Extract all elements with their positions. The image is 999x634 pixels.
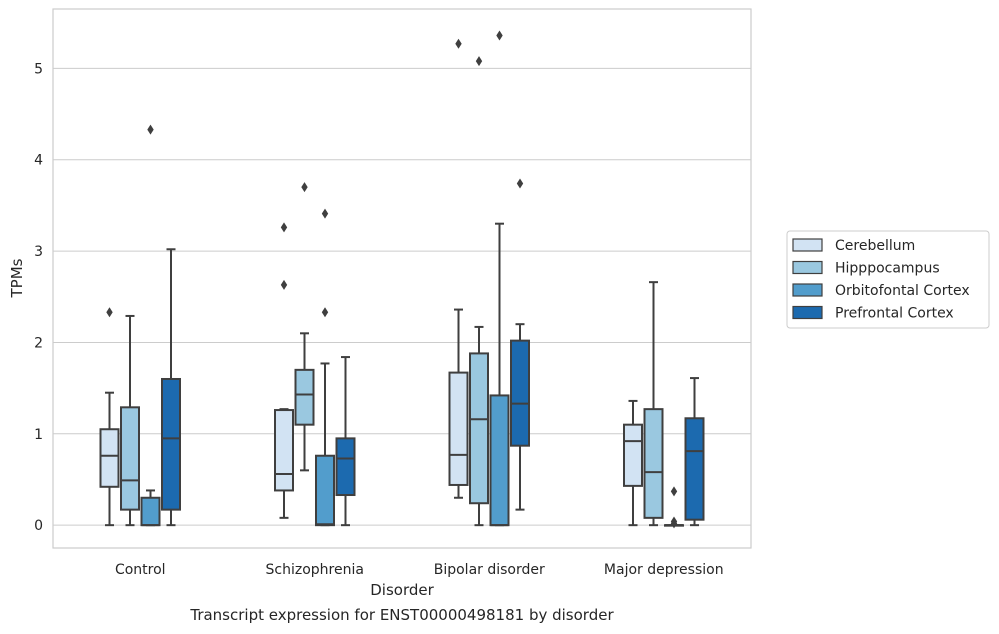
box-cerebellum <box>623 399 643 527</box>
x-tick-label: Schizophrenia <box>266 562 364 578</box>
outlier-point <box>321 208 329 219</box>
outlier-point <box>516 178 524 189</box>
y-tick-label: 5 <box>34 61 43 77</box>
outlier-point <box>321 307 329 318</box>
legend: Cerebellum Hipppocampus Orbitofontal Corte… <box>786 230 990 329</box>
outlier-point <box>670 518 678 529</box>
legend-label: Prefrontal Cortex <box>835 306 954 322</box>
y-tick-label: 1 <box>34 427 43 443</box>
box-iqr <box>489 394 510 527</box>
outlier-point <box>475 56 483 67</box>
box-iqr <box>448 371 469 486</box>
box-iqr <box>623 423 643 487</box>
x-tick-label: Major depression <box>604 562 724 578</box>
box-cerebellum <box>99 307 120 527</box>
outlier-point <box>106 307 113 318</box>
chart-caption: Transcript expression for ENST0000049818… <box>190 606 614 624</box>
y-tick-label: 2 <box>34 335 43 351</box>
box-iqr <box>643 408 664 519</box>
y-tick-label: 3 <box>34 244 43 260</box>
box-prefrontal-cortex <box>684 377 705 527</box>
box-iqr <box>469 352 489 505</box>
legend-swatch <box>792 283 823 297</box>
box-iqr <box>294 368 315 426</box>
y-tick-label: 0 <box>34 518 43 534</box>
box-iqr <box>99 428 120 488</box>
box-cerebellum <box>274 222 294 519</box>
box-hipppocampus <box>294 182 315 472</box>
outlier-point <box>280 279 288 290</box>
legend-label: Hipppocampus <box>835 261 940 277</box>
box-iqr <box>315 454 335 527</box>
outlier-point <box>670 486 678 497</box>
box-hipppocampus <box>120 314 140 527</box>
box-cerebellum <box>448 38 469 499</box>
box-iqr <box>161 377 181 511</box>
plot-area: 0 1 2 3 4 5 Control Schizophrenia Bipolar disord… <box>34 8 752 578</box>
box-iqr <box>274 409 294 492</box>
box-prefrontal-cortex <box>335 356 356 527</box>
box-orbitofontal-cortex <box>315 208 335 527</box>
plot-frame <box>52 8 752 549</box>
box-iqr <box>140 496 161 527</box>
x-axis-label: Disorder <box>370 581 434 599</box>
x-tick-label: Control <box>115 562 166 578</box>
legend-label: Orbitofontal Cortex <box>835 283 970 299</box>
box-prefrontal-cortex <box>510 178 530 511</box>
outlier-point <box>280 222 288 233</box>
outlier-point <box>455 38 462 49</box>
box-iqr <box>684 417 705 521</box>
x-tick-label: Bipolar disorder <box>434 562 545 578</box>
legend-frame <box>786 230 990 329</box>
box-orbitofontal-cortex <box>489 30 510 527</box>
outlier-point <box>301 182 308 193</box>
box-iqr <box>120 406 140 511</box>
legend-swatch <box>792 260 823 275</box>
y-tick-label: 4 <box>34 153 43 169</box>
box-orbitofontal-cortex <box>664 486 684 529</box>
outlier-point <box>496 30 503 41</box>
y-axis-label: TPMs <box>8 258 26 298</box>
legend-swatch <box>792 238 823 252</box>
legend-swatch <box>792 305 823 320</box>
outlier-point <box>147 124 154 135</box>
legend-label: Cerebellum <box>835 238 915 254</box>
box-hipppocampus <box>469 56 489 527</box>
box-iqr <box>510 339 530 447</box>
box-prefrontal-cortex <box>161 248 181 527</box>
box-iqr <box>335 437 356 497</box>
box-orbitofontal-cortex <box>140 124 161 527</box>
box-hipppocampus <box>643 281 664 527</box>
